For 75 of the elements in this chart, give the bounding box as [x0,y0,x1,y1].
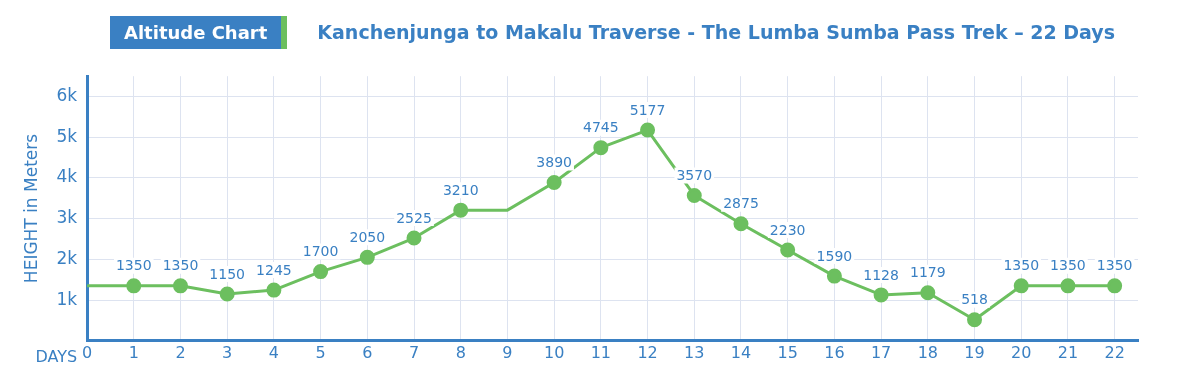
point [546,174,562,190]
x-tick-label: 11 [590,342,612,362]
x-tick-label: 13 [684,342,705,362]
y-tick-label: 6k [56,84,78,105]
x-tick-label: 2 [175,342,186,362]
x-tick-label: 5 [315,342,326,362]
x-tick-label: 1 [128,342,139,362]
point [219,286,235,302]
x-tick-label: 15 [777,342,798,362]
data-label: 518 [961,291,988,308]
data-label: 1350 [1096,257,1133,274]
point [873,287,889,303]
data-label: 4745 [583,119,619,136]
point [780,242,796,258]
chart-subtitle: Altitude Chart [110,15,288,49]
point [453,202,469,218]
data-label: 1350 [1003,257,1040,274]
data-label: 1350 [115,257,152,274]
data-label: 1128 [863,266,899,283]
data-label: 2525 [396,209,432,226]
data-label: 1245 [256,261,292,278]
y-tick-label: 4k [56,166,78,187]
y-tick-label: 5k [56,125,78,146]
x-tick-label: 18 [917,342,938,362]
data-label: 1150 [209,265,246,282]
data-label: 5177 [629,101,666,118]
x-tick-label: 21 [1057,342,1079,362]
point [920,285,936,301]
point [172,278,188,294]
x-tick-label: 20 [1011,342,1032,362]
x-tick-label: 8 [455,342,466,362]
point [406,230,422,246]
data-label: 1590 [816,247,853,264]
point [967,312,983,328]
x-tick-label: 19 [964,342,985,362]
point [593,140,609,156]
data-label: 3210 [442,181,479,198]
point [126,278,142,294]
y-tick-label: 3k [56,207,78,228]
x-tick-label: 4 [268,342,279,362]
point [826,268,842,284]
data-label: 3890 [536,154,572,171]
point [640,122,656,138]
x-tick-label: 10 [543,342,565,362]
data-label: 1700 [302,243,339,260]
x-tick-label: 17 [870,342,892,362]
x-tick-label: 0 [81,342,93,362]
data-label: 2050 [349,228,386,245]
x-tick-label: 7 [408,342,420,362]
point [266,282,282,298]
point [313,264,329,280]
chart-title: Kanchenjunga to Makalu Traverse - The Lumba Sumba Pass Trek – 22 Days [317,21,1116,43]
x-tick-label: 3 [222,342,233,362]
y-tick-label: 1k [56,288,78,309]
x-tick-label: 14 [730,342,752,362]
point [1013,278,1029,294]
x-tick-label: 9 [502,342,513,362]
data-label: 1350 [1050,257,1086,274]
data-label: 1179 [909,264,946,281]
point [733,216,749,232]
data-label: 3570 [676,167,713,184]
data-label: 1350 [162,257,199,274]
point [359,249,375,265]
x-tick-label: 12 [637,342,658,362]
x-axis-title: DAYS [35,346,78,366]
point [686,187,702,203]
x-tick-label: 6 [362,342,373,362]
data-label: 2230 [769,221,806,238]
x-tick-label: 22 [1104,342,1125,362]
y-tick-label: 2k [56,247,78,268]
point [1060,278,1076,294]
data-label: 2875 [723,195,759,212]
y-axis-title: HEIGHT in Meters [20,133,41,284]
x-tick-label: 16 [824,342,845,362]
point [1107,278,1123,294]
